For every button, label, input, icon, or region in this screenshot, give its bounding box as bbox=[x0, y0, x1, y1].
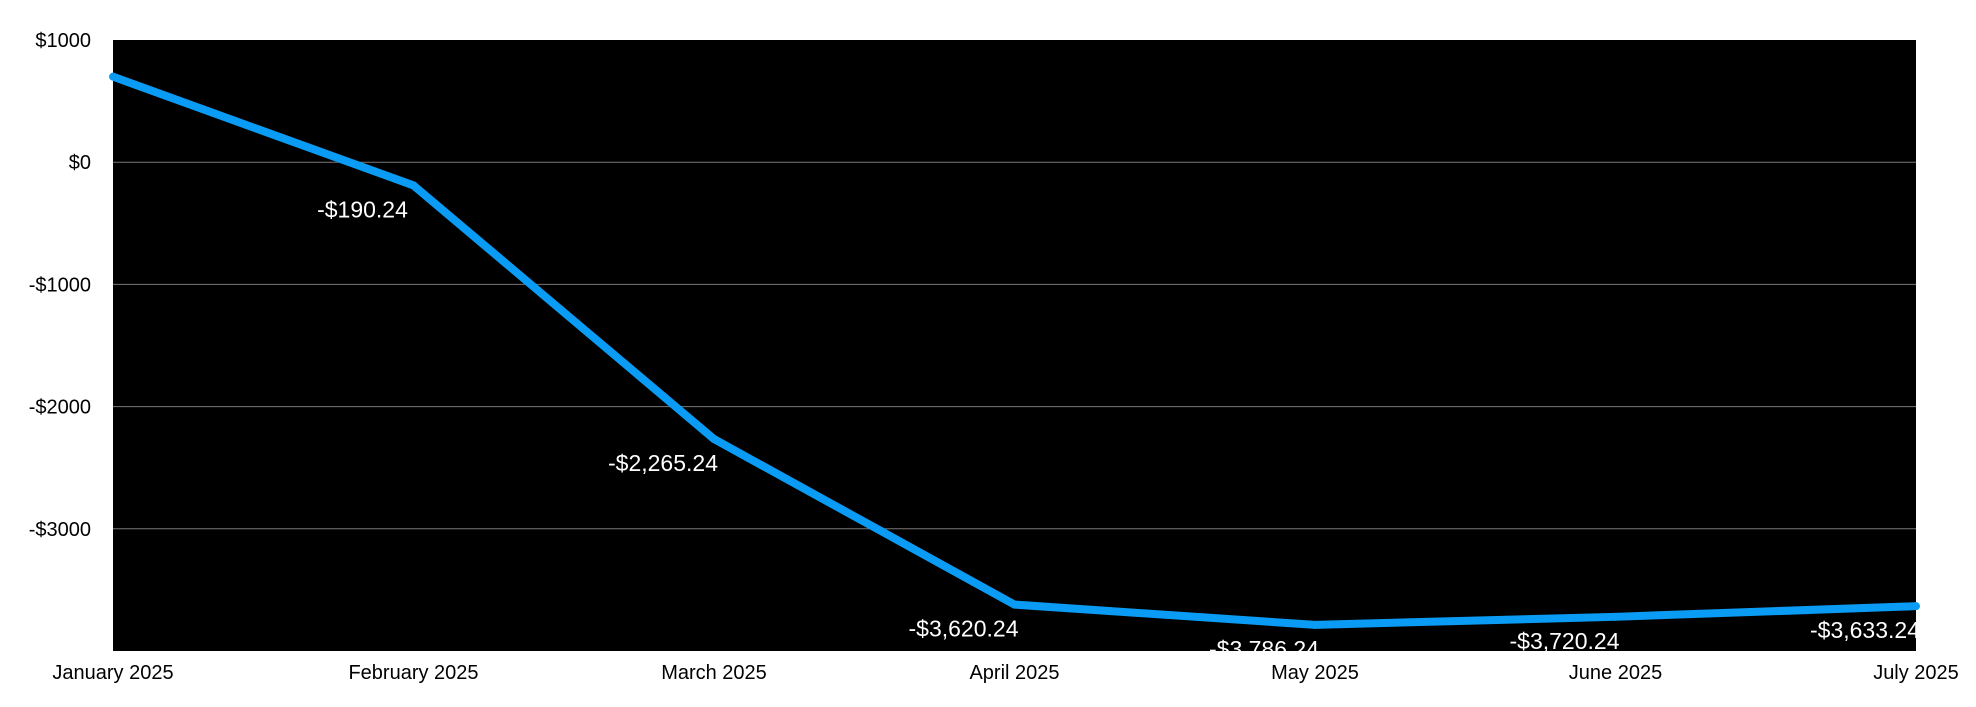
x-tick-label: January 2025 bbox=[52, 662, 173, 684]
data-point bbox=[1912, 602, 1920, 611]
data-label: -$3,633.24 bbox=[1810, 617, 1920, 643]
plot-area bbox=[113, 40, 1916, 651]
y-tick-label: -$1000 bbox=[29, 274, 91, 296]
grid-lines bbox=[113, 161, 1916, 530]
x-tick-label: July 2025 bbox=[1873, 662, 1959, 684]
data-label: -$2,265.24 bbox=[608, 450, 718, 476]
data-point bbox=[710, 435, 718, 444]
data-point bbox=[409, 181, 418, 190]
y-tick-label: -$2000 bbox=[29, 397, 91, 419]
data-point bbox=[1611, 612, 1620, 621]
x-tick-label: June 2025 bbox=[1569, 662, 1662, 684]
data-label: -$3,620.24 bbox=[909, 616, 1019, 642]
y-tick-label: $1000 bbox=[35, 30, 91, 52]
x-tick-label: April 2025 bbox=[969, 662, 1059, 684]
data-label: -$3,720.24 bbox=[1510, 628, 1620, 654]
x-tick-label: May 2025 bbox=[1271, 662, 1359, 684]
data-label: -$190.24 bbox=[317, 196, 408, 222]
series-group bbox=[109, 72, 1920, 629]
data-point bbox=[109, 72, 117, 81]
y-tick-label: -$3000 bbox=[29, 519, 91, 541]
data-labels: -$190.24 -$2,265.24 -$3,620.24 -$3,786.24 -$… bbox=[317, 196, 1920, 661]
x-tick-label: March 2025 bbox=[661, 662, 767, 684]
y-tick-label: $0 bbox=[69, 152, 91, 174]
data-label: -$3,786.24 bbox=[1209, 636, 1319, 662]
data-point bbox=[1010, 600, 1019, 609]
x-tick-label: February 2025 bbox=[348, 662, 478, 684]
x-axis-ticks: January 2025 February 2025 March 2025 April… bbox=[52, 662, 1958, 684]
y-axis-ticks: $1000 $0 -$1000 -$2000 -$3000 bbox=[29, 30, 91, 541]
data-point bbox=[1311, 620, 1319, 629]
